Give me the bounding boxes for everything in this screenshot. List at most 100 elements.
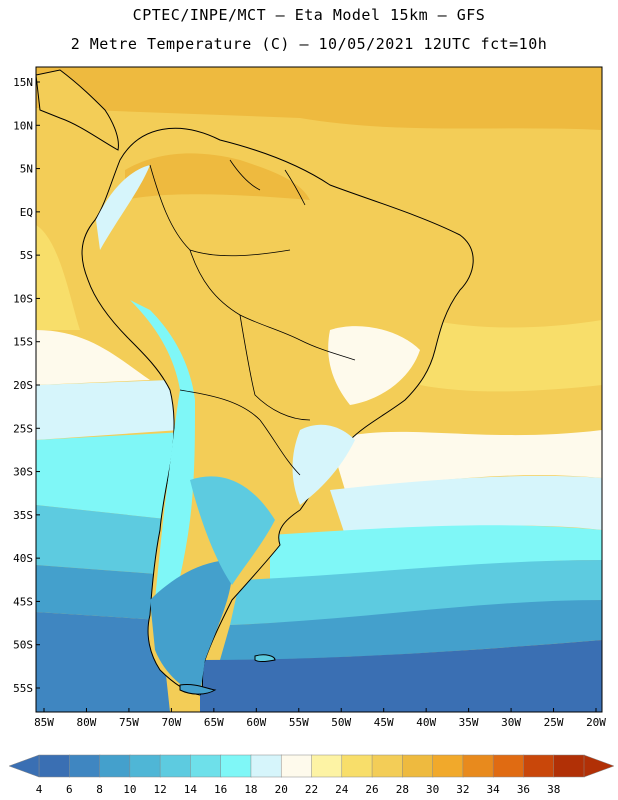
lon-label: 55W — [289, 716, 309, 729]
colorbar-tick-label: 28 — [396, 783, 409, 796]
band-12-14-atlantic — [230, 560, 602, 625]
colorbar-tick-label: 26 — [365, 783, 378, 796]
band-16-18-atlantic — [270, 525, 602, 580]
colorbar-tick-label: 6 — [66, 783, 73, 796]
band-6-8-pacific — [36, 612, 170, 712]
lon-label: 75W — [119, 716, 139, 729]
central-america — [36, 69, 119, 151]
colorbar-tick-label: 8 — [96, 783, 103, 796]
colorbar-swatch — [250, 754, 282, 778]
colorbar-tick-label: 36 — [517, 783, 530, 796]
colorbar: 4 6 8 10 12 14 16 18 20 22 24 26 28 30 32 34 36 38 — [8, 754, 615, 796]
lat-label: 50S — [13, 639, 33, 652]
lat-label: 25S — [13, 422, 33, 435]
lon-label: 35W — [459, 716, 479, 729]
band-22-24-pacific — [36, 330, 150, 385]
lat-label: 5N — [20, 163, 33, 176]
colorbar-swatch — [129, 754, 161, 778]
tierra-del-fuego — [179, 684, 217, 695]
colorbar-swatch — [311, 754, 343, 778]
colorbar-tick-label: 18 — [244, 783, 257, 796]
lon-label: 65W — [204, 716, 224, 729]
colorbar-swatch — [190, 754, 222, 778]
map-frame — [35, 66, 603, 713]
lon-label: 70W — [161, 716, 181, 729]
band-18-20-pacific — [36, 380, 180, 440]
lat-label: 15S — [13, 336, 33, 349]
band-24-26-atlantic — [420, 320, 602, 392]
colorbar-swatch — [159, 754, 192, 778]
colorbar-tick-label: 12 — [153, 783, 166, 796]
band-22-24-atlantic — [330, 430, 602, 490]
lon-label: 45W — [374, 716, 394, 729]
colorbar-tick-label: 30 — [426, 783, 439, 796]
band-28-30-north — [36, 67, 602, 130]
lat-label: EQ — [20, 206, 33, 219]
lon-label: 60W — [246, 716, 266, 729]
lat-label: 10N — [13, 119, 33, 132]
longitude-axis: 85W 80W 75W 70W 65W 60W 55W 50W 45W 40W 35W 30W 25W 2… — [34, 708, 606, 729]
colorbar-swatch — [553, 754, 585, 778]
colorbar-tick-label: 10 — [123, 783, 136, 796]
colorbar-tick-label: 14 — [184, 783, 198, 796]
colorbar-tick-label: 20 — [275, 783, 288, 796]
band-4-6-atlantic — [200, 640, 602, 712]
falkland-islands — [254, 654, 276, 662]
colorbar-swatch — [492, 754, 525, 778]
colorbar-tick-label: 4 — [36, 783, 43, 796]
lon-label: 80W — [77, 716, 97, 729]
lon-label: 40W — [416, 716, 436, 729]
colorbar-tick-label: 38 — [547, 783, 560, 796]
lat-label: 45S — [13, 595, 33, 608]
pampas-cool — [190, 476, 275, 585]
andes-north-cool — [96, 165, 150, 250]
colorbar-tick-label: 22 — [305, 783, 318, 796]
band-12-14-pacific — [36, 505, 175, 575]
colorbar-swatch — [280, 754, 313, 778]
lat-label: 55S — [13, 682, 33, 695]
patagonia-cool — [150, 560, 233, 695]
lat-label: 20S — [13, 379, 33, 392]
lat-label: 30S — [13, 466, 33, 479]
colorbar-swatch — [371, 754, 404, 778]
colorbar-tick-label: 16 — [214, 783, 227, 796]
lon-label: 85W — [34, 716, 54, 729]
colorbar-swatch — [341, 754, 373, 778]
lat-label: 5S — [20, 249, 33, 262]
andes-cool — [130, 300, 195, 640]
colorbar-swatch — [462, 754, 494, 778]
band-8-10-pacific — [36, 565, 170, 620]
band-18-20-atlantic — [330, 475, 602, 535]
temperature-field — [36, 67, 602, 712]
colorbar-swatch — [220, 754, 252, 778]
lat-label: 40S — [13, 552, 33, 565]
band-16-18-pacific — [36, 432, 187, 520]
colorbar-swatch — [402, 754, 434, 778]
colorbar-swatch — [432, 754, 464, 778]
latitude-axis: 15N 10N 5N EQ 5S 10S 15S 20S 25S 30S 35S 40S 45S 50S 5… — [13, 76, 40, 695]
lat-label: 10S — [13, 292, 33, 305]
colorbar-swatch — [99, 754, 131, 778]
colorbar-tick-label: 24 — [335, 783, 349, 796]
lon-label: 25W — [544, 716, 564, 729]
colorbar-high-arrow — [583, 754, 615, 778]
title-line-1: CPTEC/INPE/MCT – Eta Model 15km – GFS — [132, 6, 486, 24]
lat-label: 35S — [13, 509, 33, 522]
southeast-brazil-mild — [328, 326, 420, 405]
colorbar-swatch — [523, 754, 555, 778]
colorbar-tick-label: 34 — [487, 783, 501, 796]
lon-label: 30W — [501, 716, 521, 729]
lon-label: 50W — [331, 716, 351, 729]
colorbar-low-arrow — [8, 754, 40, 778]
band-10-12-atlantic — [220, 600, 602, 660]
country-borders — [149, 159, 356, 476]
colorbar-swatch — [69, 754, 101, 778]
title-line-2: 2 Metre Temperature (C) – 10/05/2021 12U… — [70, 35, 548, 53]
south-brazil-cool — [292, 424, 355, 505]
band-24-26-pacific — [36, 225, 80, 330]
colorbar-tick-label: 32 — [456, 783, 469, 796]
lat-label: 15N — [13, 76, 33, 89]
lon-label: 20W — [586, 716, 606, 729]
colorbar-swatch — [38, 754, 71, 778]
